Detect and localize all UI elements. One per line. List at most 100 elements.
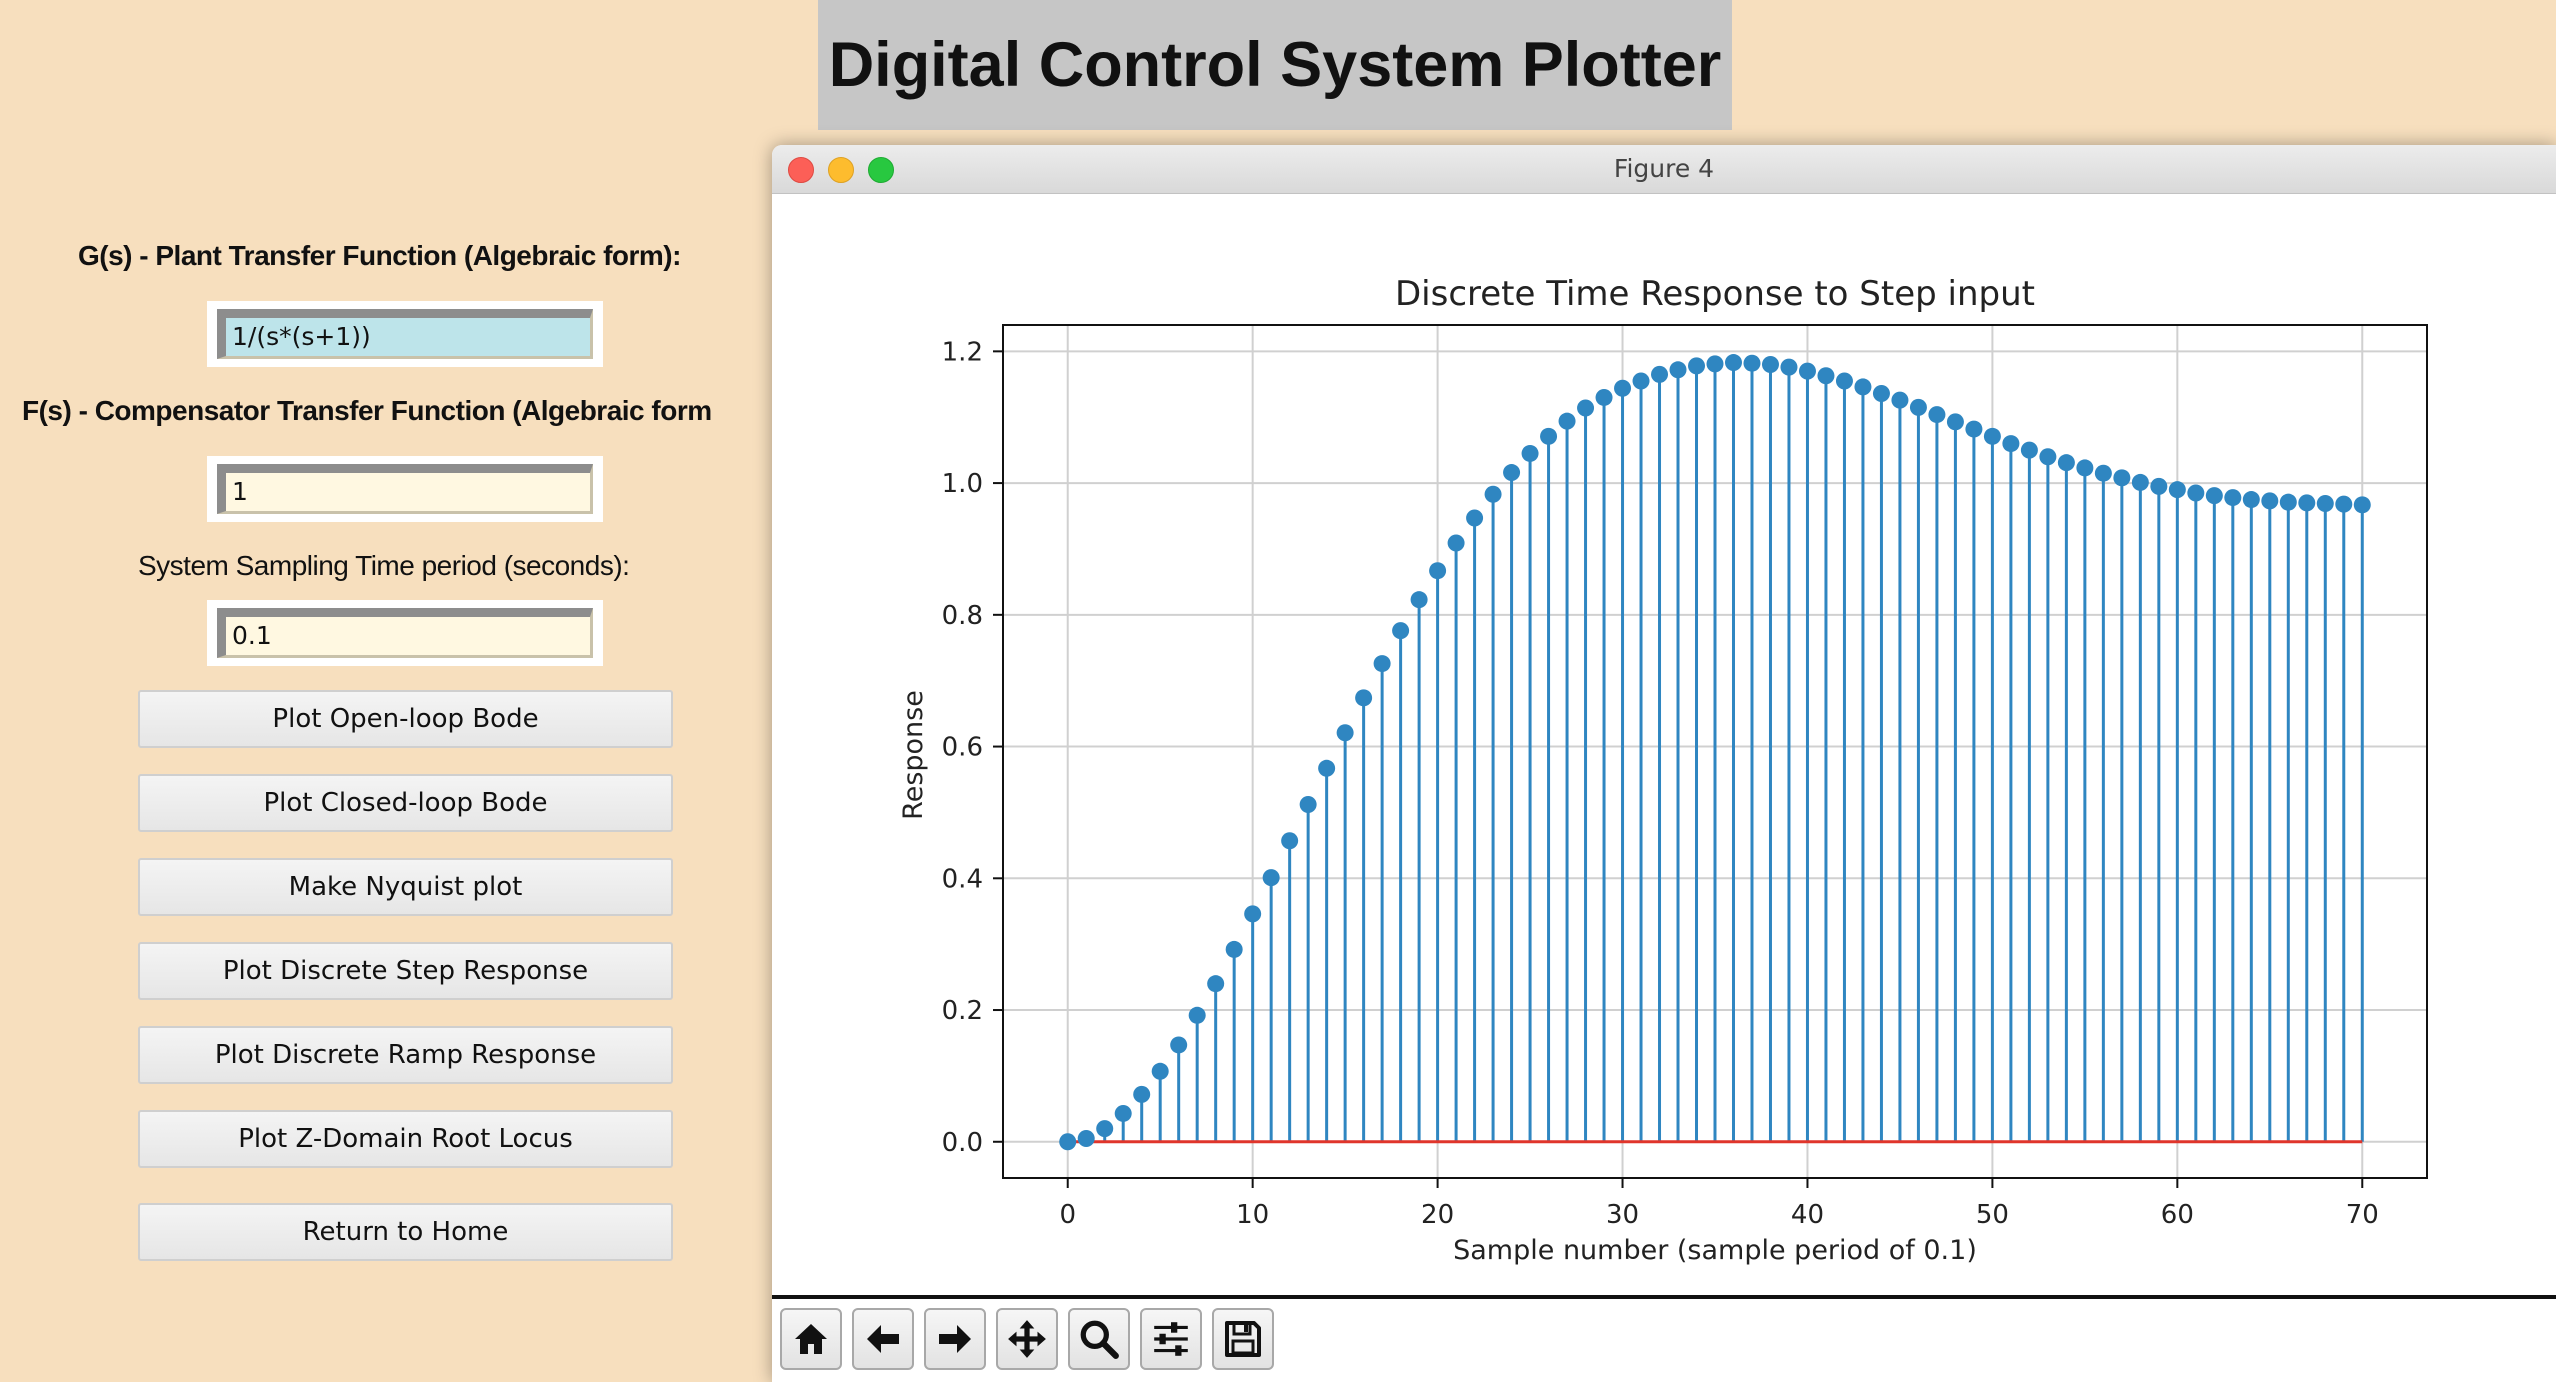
stem-marker — [1447, 534, 1465, 552]
make-nyquist-plot-button[interactable]: Make Nyquist plot — [138, 858, 673, 916]
stem-marker — [2039, 448, 2057, 466]
stem-marker — [1281, 832, 1299, 850]
configure-subplots-button[interactable] — [1140, 1308, 1202, 1370]
stem-marker — [2150, 477, 2168, 495]
zoom-icon — [1080, 1320, 1119, 1359]
save-figure-button[interactable] — [1212, 1308, 1274, 1370]
zoom-button[interactable] — [1068, 1308, 1130, 1370]
chart-markers — [1059, 354, 2371, 1151]
stem-marker — [1207, 975, 1225, 993]
stem-marker — [1503, 464, 1521, 482]
pan-icon — [1008, 1320, 1046, 1358]
pan-button[interactable] — [996, 1308, 1058, 1370]
y-tick-label: 0.8 — [942, 601, 983, 631]
chart-ticks: 0 10 20 30 40 50 60 70 0.0 0.2 0.4 0.6 0.8 1.0 1.2 — [942, 337, 2379, 1230]
stem-marker — [1577, 399, 1595, 417]
plot-discrete-step-response-button[interactable]: Plot Discrete Step Response — [138, 942, 673, 1000]
sampling-time-field-frame: 0.1 — [207, 600, 603, 666]
home-button[interactable] — [780, 1308, 842, 1370]
stem-marker — [1558, 412, 1576, 430]
stem-marker — [1355, 689, 1373, 707]
stem-marker — [1188, 1006, 1206, 1024]
forward-button[interactable] — [924, 1308, 986, 1370]
stem-marker — [2224, 489, 2242, 507]
chart-x-axis-label: Sample number (sample period of 0.1) — [1453, 1235, 1977, 1266]
plot-discrete-ramp-response-button[interactable]: Plot Discrete Ramp Response — [138, 1026, 673, 1084]
window-titlebar[interactable]: Figure 4 — [772, 145, 2556, 194]
stem-marker — [1262, 869, 1280, 887]
plant-tf-input[interactable]: 1/(s*(s+1)) — [217, 309, 593, 359]
configure-subplots-icon — [1154, 1322, 1188, 1356]
compensator-tf-label: F(s) - Compensator Transfer Function (Al… — [22, 395, 712, 426]
stem-marker — [1392, 622, 1410, 640]
stem-marker — [2076, 459, 2094, 477]
x-tick-label: 40 — [1791, 1200, 1824, 1230]
stem-marker — [1909, 398, 1927, 416]
plant-tf-field-frame: 1/(s*(s+1)) — [207, 301, 603, 367]
stem-marker — [1854, 378, 1872, 396]
x-tick-label: 70 — [2346, 1200, 2379, 1230]
stem-marker — [1429, 562, 1447, 580]
stem-marker — [2298, 494, 2316, 512]
stem-marker — [2057, 454, 2075, 472]
stem-marker — [1983, 427, 2001, 445]
plot-open-loop-bode-button[interactable]: Plot Open-loop Bode — [138, 690, 673, 748]
stem-marker — [1133, 1085, 1151, 1103]
stem-marker — [1373, 655, 1391, 673]
stem-marker — [1706, 355, 1724, 373]
chart-stems — [1084, 362, 2364, 1142]
stem-marker — [1761, 356, 1779, 374]
stem-marker — [1114, 1104, 1132, 1122]
stem-marker — [2353, 496, 2371, 514]
window-title: Figure 4 — [1613, 154, 1715, 183]
maximize-window-button[interactable] — [868, 157, 894, 183]
sampling-time-input[interactable]: 0.1 — [217, 608, 593, 658]
plot-closed-loop-bode-button[interactable]: Plot Closed-loop Bode — [138, 774, 673, 832]
sampling-time-label: System Sampling Time period (seconds): — [138, 550, 630, 581]
stem-marker — [1669, 361, 1687, 379]
stem-marker — [1688, 357, 1706, 375]
stem-marker — [1077, 1129, 1095, 1147]
x-tick-label: 0 — [1059, 1200, 1076, 1230]
stem-marker — [2131, 473, 2149, 491]
step-response-chart: 0 10 20 30 40 50 60 70 0.0 0.2 0.4 0.6 0.8 1.0 1.2 Dis… — [898, 274, 2428, 1266]
toolbar-separator — [772, 1295, 2556, 1299]
close-window-button[interactable] — [788, 157, 814, 183]
app-banner: Digital Control System Plotter — [818, 0, 1732, 130]
stem-marker — [1632, 372, 1650, 390]
stem-marker — [1466, 509, 1484, 527]
figure-window: Figure 4 0 10 20 30 40 50 60 70 0.0 0.2 0.4 0.6 0.8 1… — [772, 145, 2556, 1382]
stem-marker — [1299, 796, 1317, 814]
stem-marker — [1872, 385, 1890, 403]
x-tick-label: 30 — [1606, 1200, 1639, 1230]
stem-marker — [1096, 1120, 1114, 1138]
stem-marker — [1521, 444, 1539, 462]
x-tick-label: 60 — [2161, 1200, 2194, 1230]
return-to-home-button[interactable]: Return to Home — [138, 1203, 673, 1261]
stem-marker — [1780, 358, 1798, 376]
compensator-tf-input[interactable]: 1 — [217, 464, 593, 514]
chart-axes-frame — [1002, 324, 2428, 1179]
chart-y-axis-label: Response — [898, 690, 929, 820]
plot-z-domain-root-locus-button[interactable]: Plot Z-Domain Root Locus — [138, 1110, 673, 1168]
stem-marker — [1225, 940, 1243, 958]
stem-marker — [2113, 469, 2131, 487]
y-tick-label: 0.0 — [942, 1128, 983, 1158]
stem-marker — [1170, 1036, 1188, 1054]
app-title: Digital Control System Plotter — [828, 30, 1722, 100]
stem-marker — [1651, 365, 1669, 383]
stem-marker — [1595, 388, 1613, 406]
stem-marker — [2261, 492, 2279, 510]
x-tick-label: 50 — [1976, 1200, 2009, 1230]
forward-arrow-icon — [939, 1325, 971, 1353]
home-icon — [795, 1324, 827, 1354]
minimize-window-button[interactable] — [828, 157, 854, 183]
y-tick-label: 0.2 — [942, 996, 983, 1026]
stem-marker — [1835, 372, 1853, 390]
back-arrow-icon — [867, 1325, 899, 1353]
y-tick-label: 1.0 — [942, 469, 983, 499]
stem-marker — [2020, 441, 2038, 459]
back-button[interactable] — [852, 1308, 914, 1370]
chart-title: Discrete Time Response to Step input — [1395, 274, 2035, 314]
y-tick-label: 0.6 — [942, 733, 983, 763]
